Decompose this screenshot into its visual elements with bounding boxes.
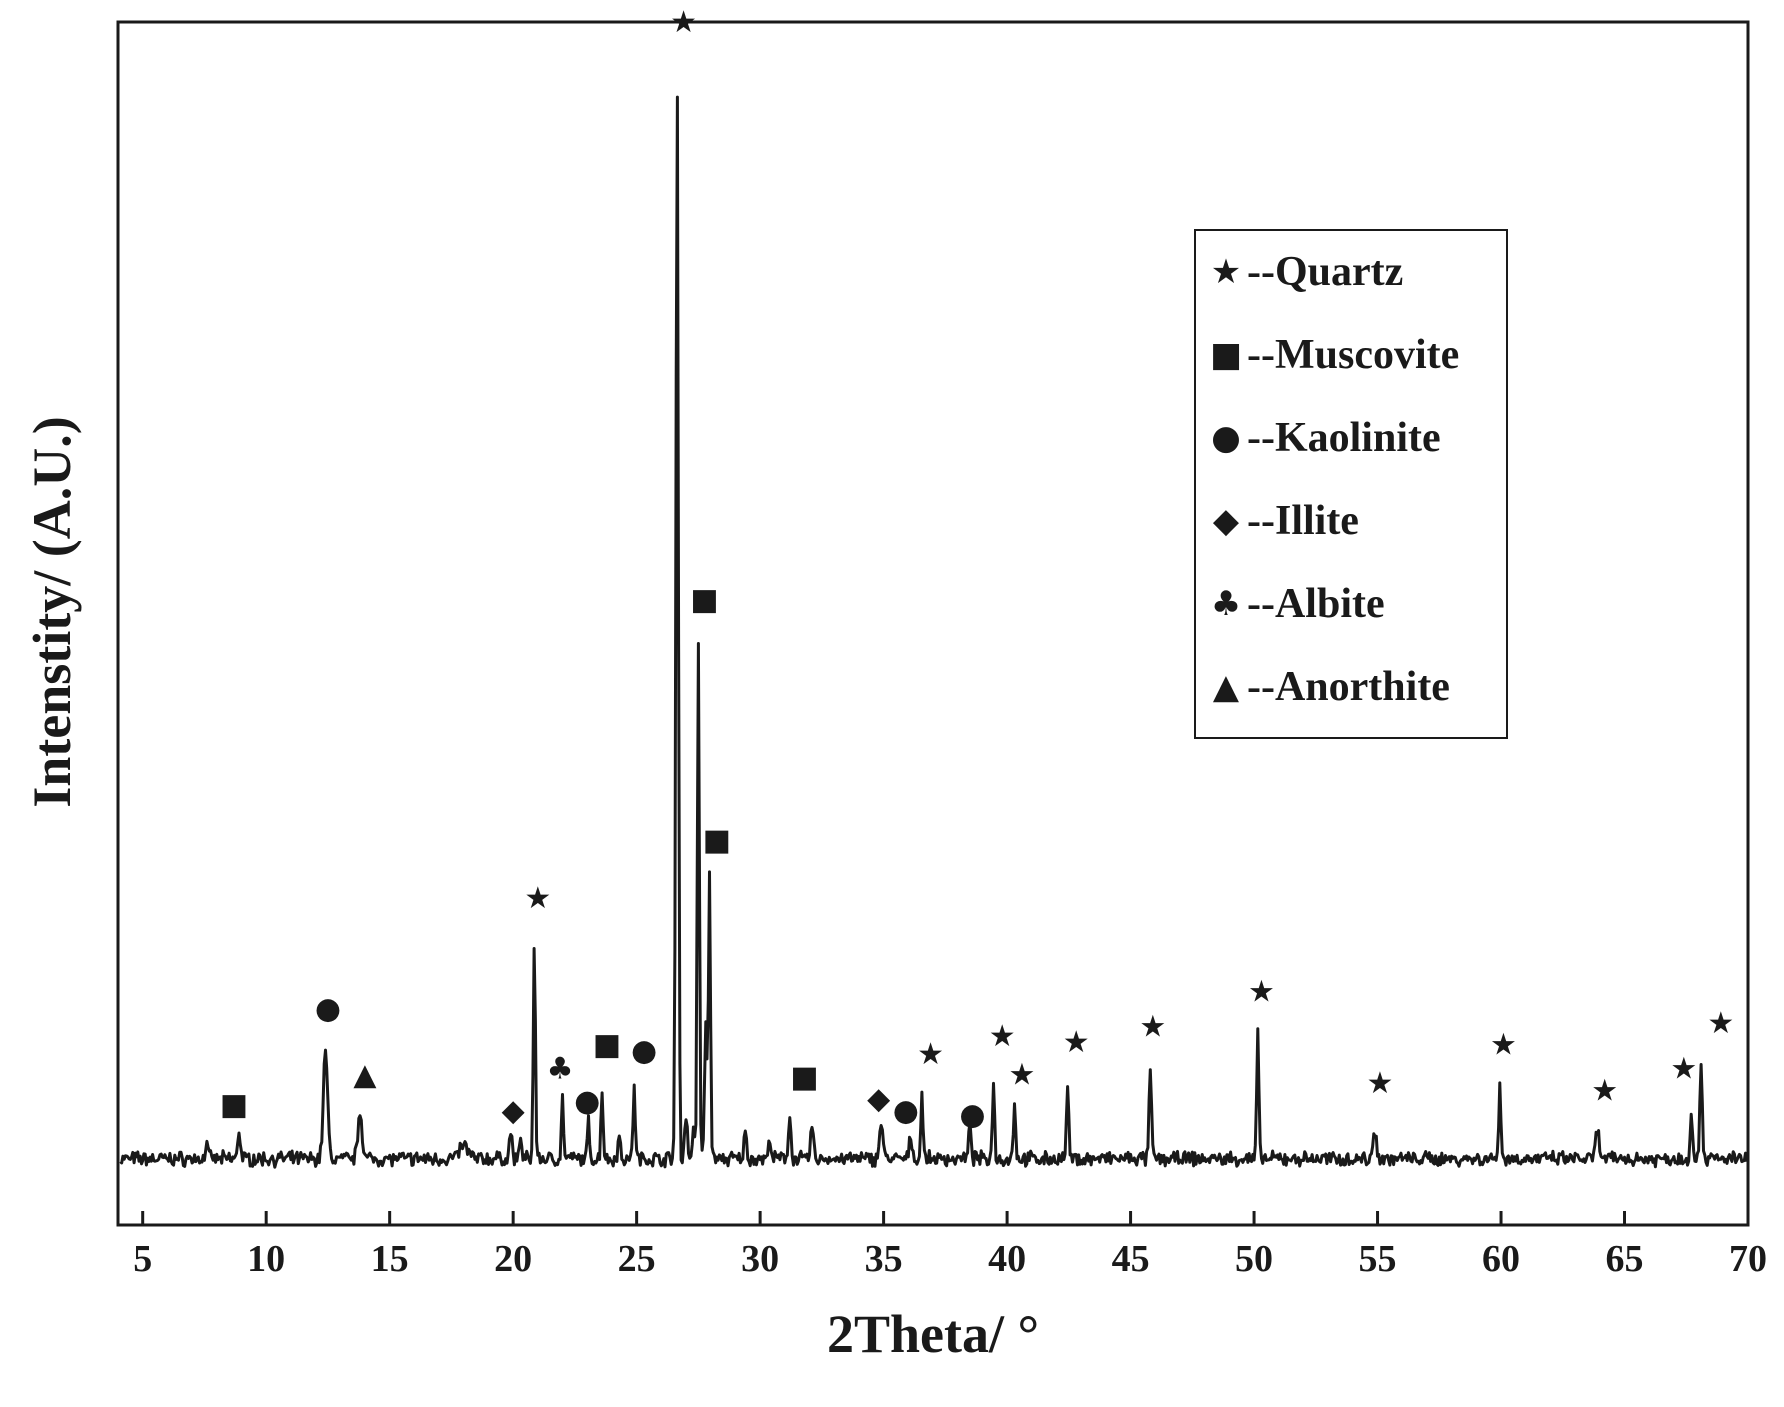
phase-marker: ■	[593, 1028, 621, 1063]
phase-marker: ●	[315, 991, 341, 1026]
phase-marker: ★	[1063, 1025, 1090, 1060]
phase-marker: ★	[1591, 1073, 1618, 1108]
x-axis-title: 2Theta/ °	[827, 1304, 1039, 1364]
phase-marker: ★	[1367, 1066, 1394, 1101]
legend-label: --Quartz	[1247, 249, 1403, 295]
x-tick-label: 15	[371, 1238, 409, 1280]
legend-marker: ▲	[1213, 667, 1240, 707]
phase-marker: ♣	[547, 1052, 574, 1087]
x-tick-label: 10	[247, 1238, 285, 1280]
legend-box	[1194, 229, 1508, 739]
x-tick-label: 35	[865, 1238, 903, 1280]
phase-marker: ◆	[867, 1082, 890, 1117]
legend-label: --Muscovite	[1247, 332, 1459, 378]
legend-marker: ★	[1211, 252, 1241, 292]
phase-marker: ★	[1248, 975, 1275, 1010]
phase-marker: ★	[989, 1019, 1016, 1054]
phase-marker: ■	[790, 1060, 818, 1095]
x-tick-label: 40	[988, 1238, 1026, 1280]
x-tick-label: 5	[133, 1238, 152, 1280]
phase-marker: ★	[524, 881, 551, 916]
phase-marker: ★	[1490, 1028, 1517, 1063]
x-tick-label: 55	[1359, 1238, 1397, 1280]
legend-marker: ■	[1210, 335, 1242, 375]
x-tick-label: 30	[741, 1238, 779, 1280]
legend-label: --Albite	[1247, 581, 1385, 627]
phase-marker: ●	[959, 1097, 985, 1132]
phase-marker: ■	[690, 582, 718, 617]
legend-marker: ◆	[1213, 501, 1240, 541]
phase-marker: ★	[1707, 1006, 1734, 1041]
phase-marker: ★	[1670, 1052, 1697, 1087]
phase-marker: ◆	[502, 1094, 525, 1129]
x-tick-label: 45	[1112, 1238, 1150, 1280]
plot-frame	[116, 20, 1750, 1227]
x-tick-label: 20	[494, 1238, 532, 1280]
x-axis-ticks: 5 10 15 20 25 30 35 40 45 50 55 60 65 70	[133, 1211, 1767, 1280]
phase-marker: ■	[703, 823, 731, 858]
x-tick-label: 60	[1482, 1238, 1520, 1280]
phase-marker: ★	[917, 1037, 944, 1072]
x-tick-label: 25	[618, 1238, 656, 1280]
x-tick-label: 70	[1729, 1238, 1767, 1280]
x-tick-label: 50	[1235, 1238, 1273, 1280]
phase-marker: ★	[1008, 1058, 1035, 1093]
phase-marker: ★	[670, 5, 697, 40]
phase-marker: ●	[574, 1084, 600, 1119]
legend: ★ --Quartz■ --Muscovite● --Kaolinite◆ --Illi…	[1194, 229, 1508, 739]
legend-label: --Kaolinite	[1247, 415, 1441, 461]
phase-marker: ★	[1139, 1010, 1166, 1045]
legend-marker: ♣	[1211, 584, 1241, 624]
phase-marker: ■	[220, 1088, 248, 1123]
phase-marker: ●	[893, 1094, 919, 1129]
phase-marker: ▲	[353, 1058, 376, 1093]
legend-label: --Anorthite	[1247, 664, 1450, 710]
phase-marker: ●	[631, 1034, 657, 1069]
legend-marker: ●	[1211, 418, 1241, 458]
xrd-pattern-line	[119, 95, 1749, 1169]
y-axis-title: Intenstity/ (A.U.)	[22, 416, 82, 807]
legend-label: --Illite	[1247, 498, 1359, 544]
x-tick-label: 65	[1606, 1238, 1644, 1280]
phase-annotations: ■●▲◆★♣●■ ●★■■■◆ ●★●★★★ ★★★★★★★	[220, 5, 1734, 1132]
